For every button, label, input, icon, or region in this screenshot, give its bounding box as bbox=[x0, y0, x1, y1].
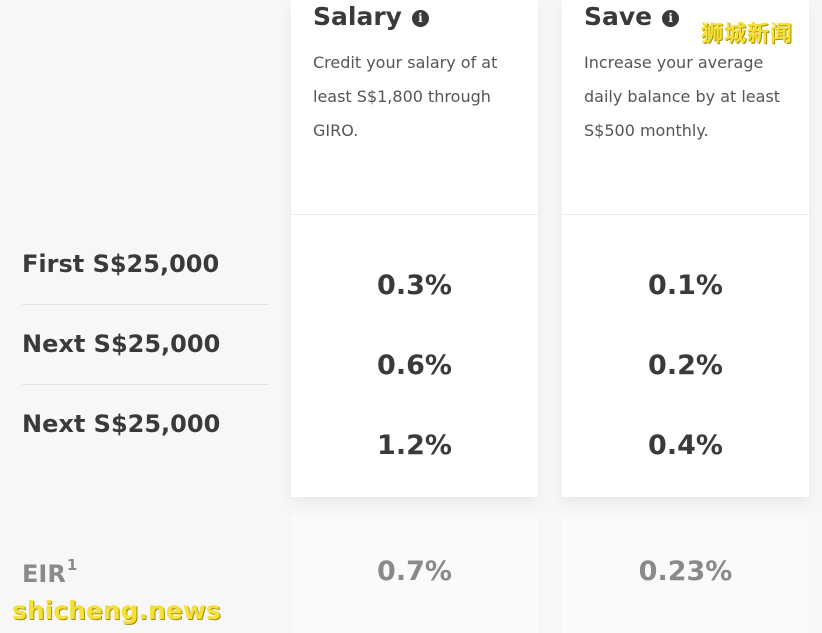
rate-salary-tier-3: 1.2% bbox=[377, 430, 452, 461]
tier-label-1: First S$25,000 bbox=[22, 250, 220, 278]
rate-save-tier-1: 0.1% bbox=[648, 270, 723, 301]
tier-label-3: Next S$25,000 bbox=[22, 410, 221, 438]
eir-cell-salary bbox=[291, 515, 538, 633]
plan-card-save: Save i Increase your average daily balanc… bbox=[562, 0, 809, 497]
watermark-top: 狮城新闻 bbox=[701, 22, 794, 47]
rate-salary-tier-2: 0.6% bbox=[377, 350, 452, 381]
watermark-bottom: shicheng.news bbox=[12, 596, 221, 625]
info-icon[interactable]: i bbox=[411, 10, 429, 27]
eir-label: EIR1 bbox=[22, 556, 78, 588]
rate-salary-tier-1: 0.3% bbox=[377, 270, 452, 301]
eir-value-salary: 0.7% bbox=[377, 556, 452, 587]
plan-title-save: Save i bbox=[584, 2, 680, 31]
plan-description-salary: Credit your salary of at least S$1,800 t… bbox=[313, 53, 498, 140]
plan-header-salary: Salary i Credit your salary of at least S… bbox=[291, 0, 538, 215]
rate-save-tier-2: 0.2% bbox=[648, 350, 723, 381]
plan-title-salary: Salary i bbox=[313, 2, 429, 31]
plan-card-salary: Salary i Credit your salary of at least S… bbox=[291, 0, 538, 497]
plan-description-save: Increase your average daily balance by a… bbox=[584, 53, 781, 140]
eir-value-save: 0.23% bbox=[638, 556, 733, 587]
rate-save-tier-3: 0.4% bbox=[648, 430, 723, 461]
info-icon[interactable]: i bbox=[662, 10, 680, 27]
eir-cell-save bbox=[562, 515, 809, 633]
tier-label-2: Next S$25,000 bbox=[22, 330, 221, 358]
plan-header-save: Save i Increase your average daily balanc… bbox=[562, 0, 809, 215]
row-divider bbox=[22, 384, 268, 385]
eir-footnote-marker[interactable]: 1 bbox=[66, 556, 78, 574]
row-divider bbox=[22, 304, 268, 305]
